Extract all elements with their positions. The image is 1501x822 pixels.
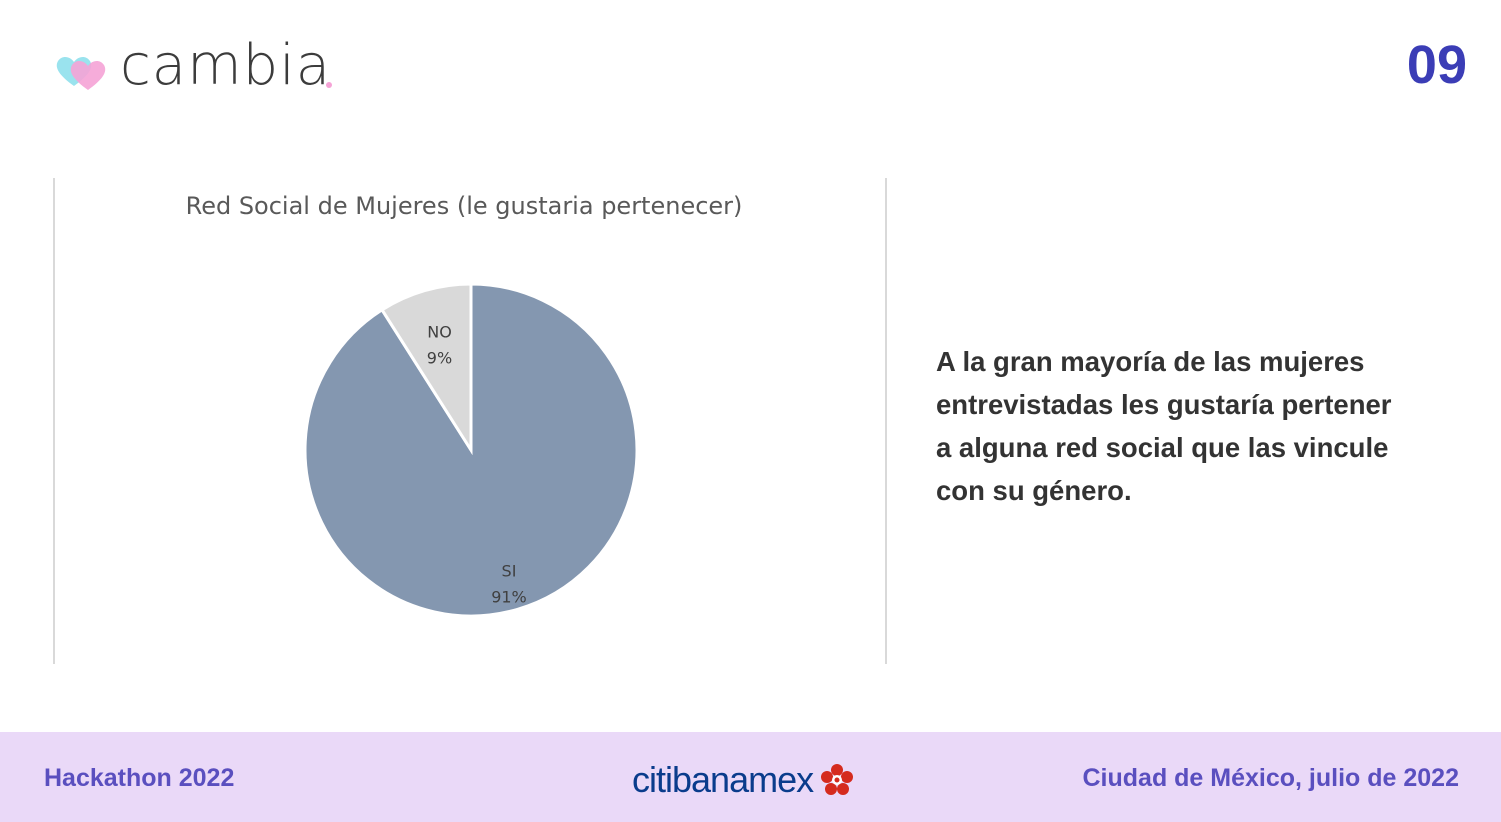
slice-percent-si: 91% xyxy=(491,588,527,607)
pie-chart: SI 91% NO 9% xyxy=(303,282,639,618)
brand-citi: citi xyxy=(632,759,673,800)
footer-event: Hackathon 2022 xyxy=(44,764,235,792)
slice-label-no: NO xyxy=(427,323,452,342)
chart-title: Red Social de Mujeres (le gustaria perte… xyxy=(185,192,743,220)
footer: Hackathon 2022 citibanamex Ciudad de Méx… xyxy=(0,732,1501,822)
banamex-flower-icon xyxy=(820,764,853,795)
summary-text: A la gran mayoría de las mujeres entrevi… xyxy=(936,346,1392,506)
chart-panel: Red Social de Mujeres (le gustaria perte… xyxy=(53,178,887,664)
brand-banamex: banamex xyxy=(672,759,814,800)
page-number: 09 xyxy=(1406,35,1467,95)
footer-location-date: Ciudad de México, julio de 2022 xyxy=(1082,764,1460,792)
slice-percent-no: 9% xyxy=(427,349,452,368)
cambia-logo: cambia xyxy=(54,38,344,100)
slice-label-si: SI xyxy=(502,562,517,581)
logo-dot xyxy=(326,82,332,88)
logo-wordmark: cambia xyxy=(120,33,332,98)
cambia-hearts-icon xyxy=(56,56,106,90)
pie-slice-no xyxy=(379,282,473,456)
citibanamex-logo: citibanamex xyxy=(632,762,854,802)
